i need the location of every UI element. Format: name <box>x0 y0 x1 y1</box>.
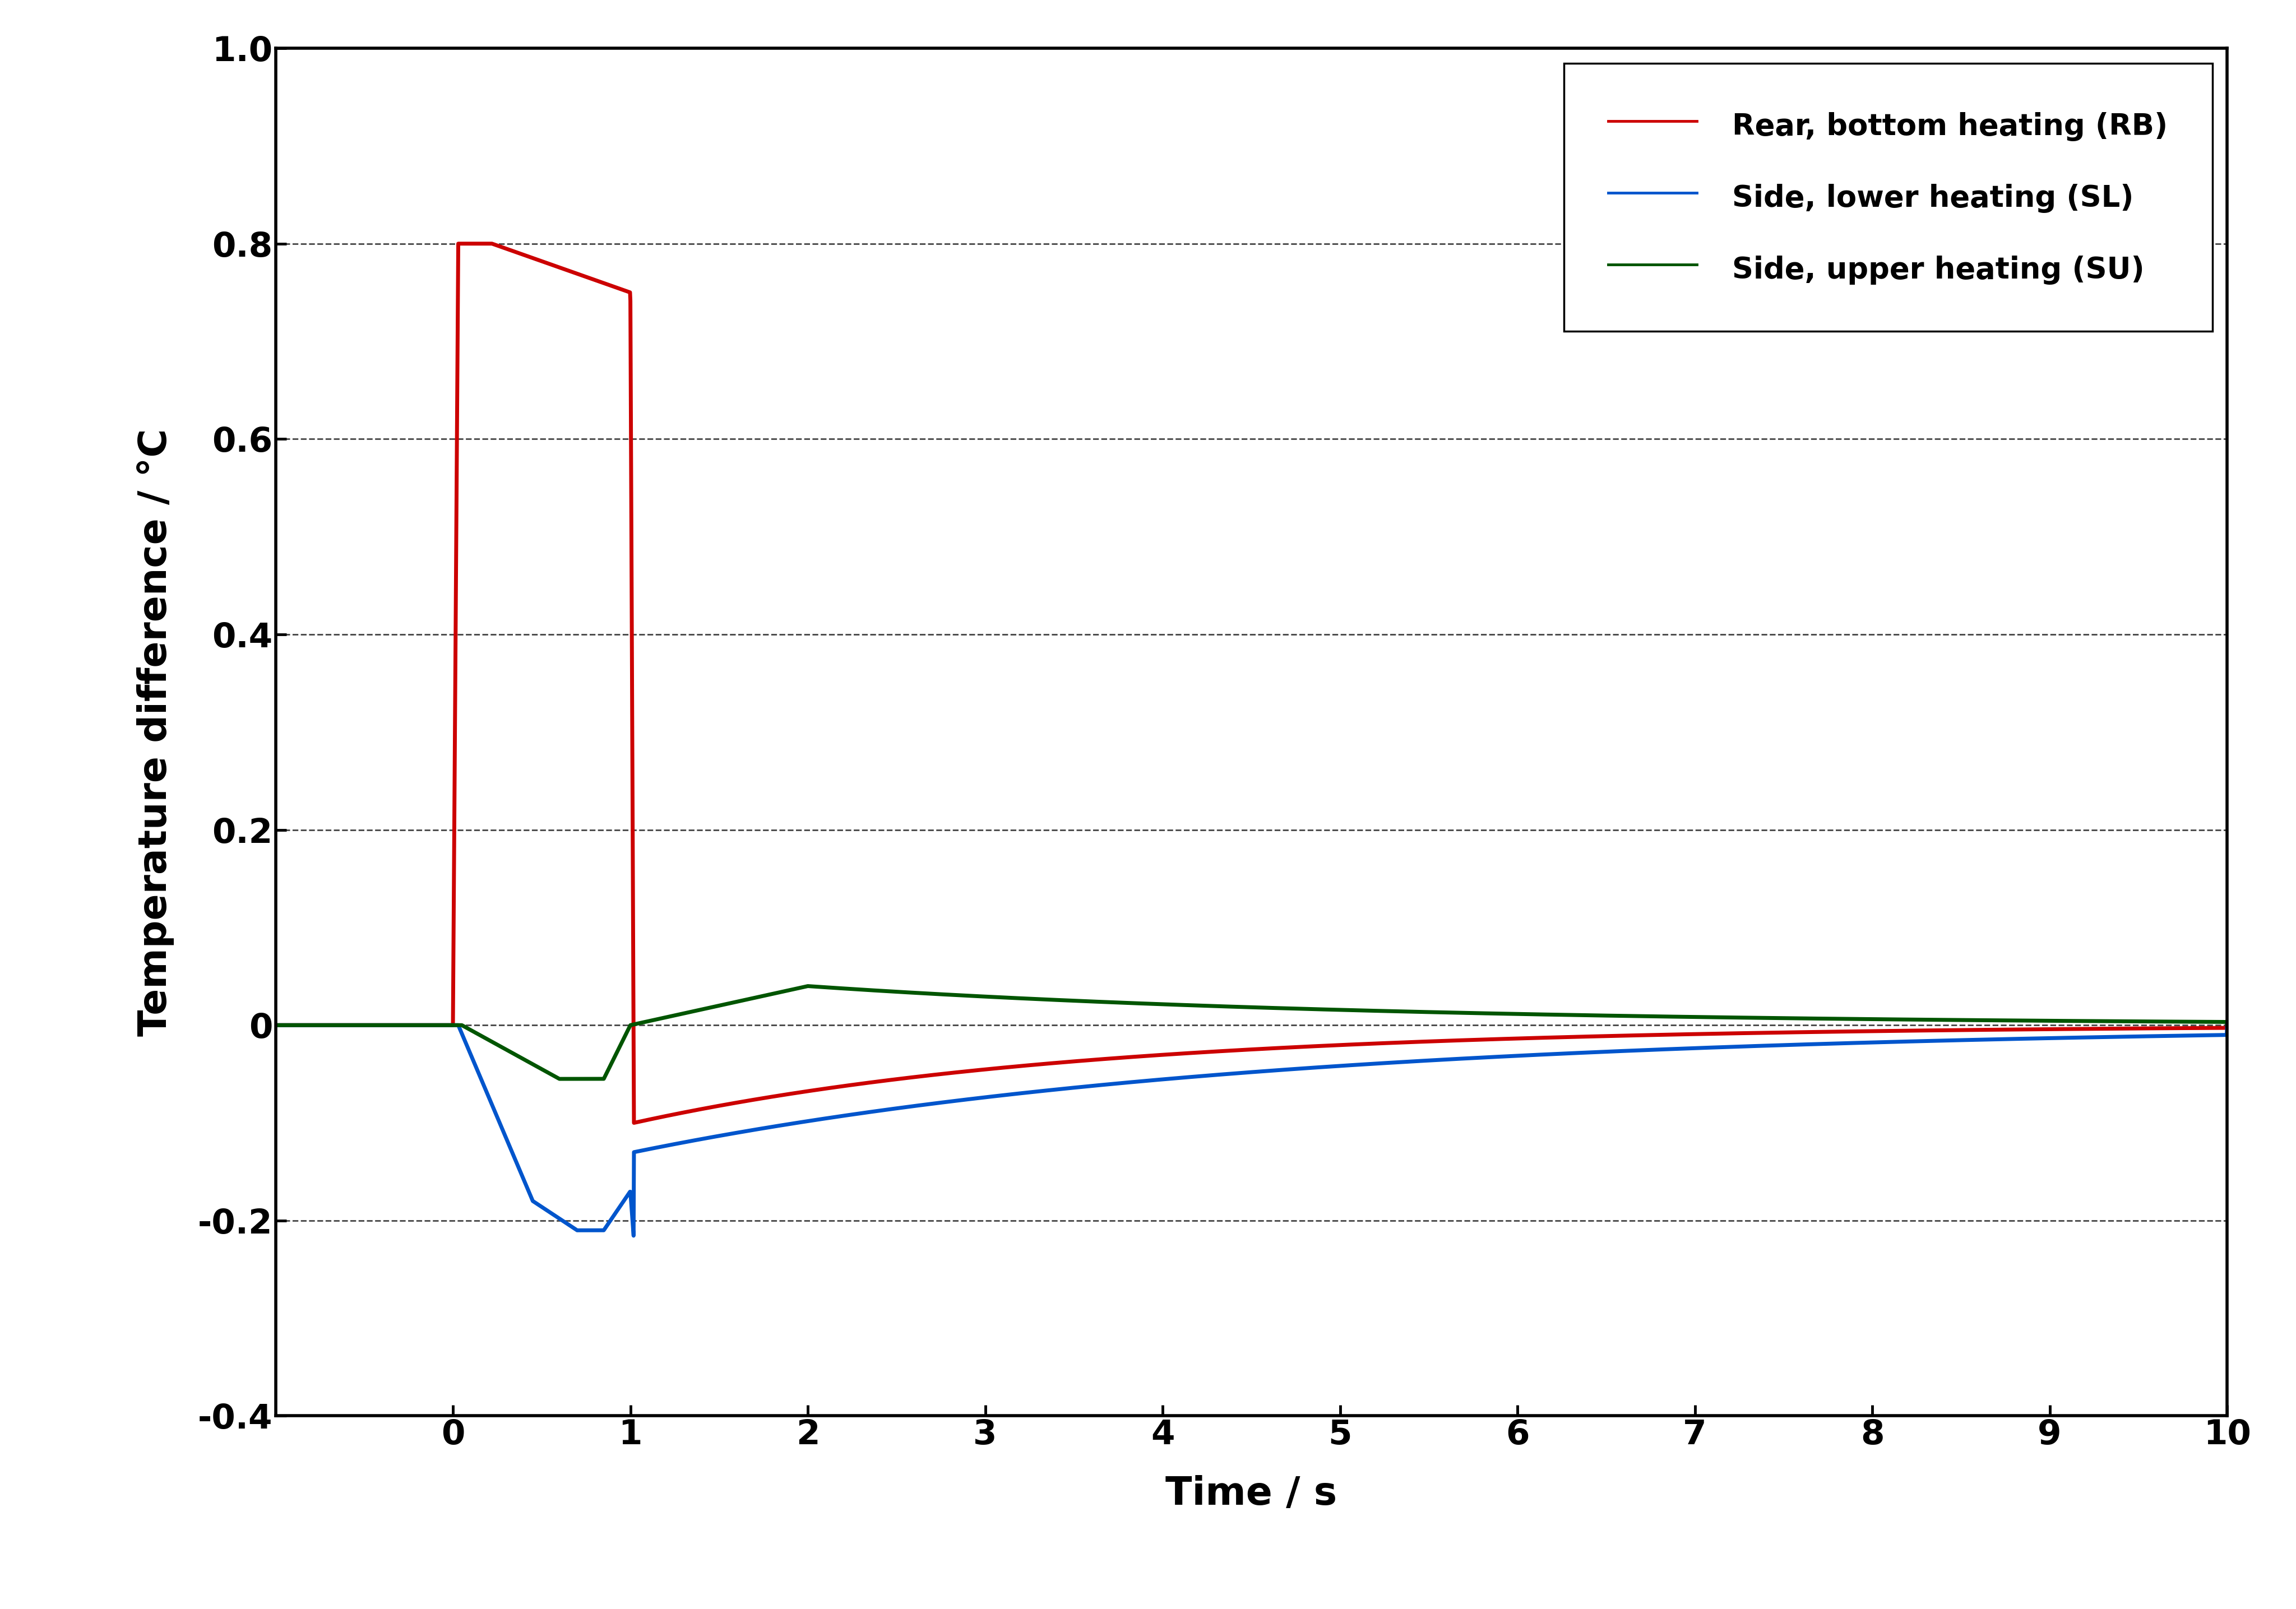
Side, upper heating (SU) <box>794 977 822 996</box>
Rear, bottom heating (RB) <box>2213 1015 2241 1035</box>
Side, upper heating (SU) <box>1063 991 1091 1010</box>
Y-axis label: Temperature difference / °C: Temperature difference / °C <box>138 428 174 1036</box>
Side, lower heating (SL) <box>1247 1062 1274 1081</box>
Side, upper heating (SU) <box>2213 1015 2241 1035</box>
Rear, bottom heating (RB) <box>1894 1022 1922 1041</box>
Rear, bottom heating (RB) <box>1247 1039 1274 1059</box>
Side, lower heating (SL) <box>262 1015 289 1035</box>
Side, upper heating (SU) <box>1704 1007 1731 1027</box>
Side, lower heating (SL) <box>1063 1078 1091 1097</box>
Rear, bottom heating (RB) <box>1178 1043 1205 1062</box>
Side, upper heating (SU) <box>262 1015 289 1035</box>
X-axis label: Time / s: Time / s <box>1166 1475 1336 1512</box>
Rear, bottom heating (RB) <box>1063 1052 1091 1072</box>
Rear, bottom heating (RB) <box>1958 1020 1986 1039</box>
Side, upper heating (SU) <box>546 1070 574 1089</box>
Side, lower heating (SL) <box>620 1226 647 1245</box>
Rear, bottom heating (RB) <box>620 1113 647 1133</box>
Side, lower heating (SL) <box>1178 1067 1205 1086</box>
Side, lower heating (SL) <box>2213 1015 2241 1035</box>
Line: Rear, bottom heating (RB): Rear, bottom heating (RB) <box>276 243 2227 1123</box>
Side, lower heating (SL) <box>1704 1038 1731 1057</box>
Side, lower heating (SL) <box>1958 1030 1986 1049</box>
Line: Side, upper heating (SU): Side, upper heating (SU) <box>276 986 2227 1080</box>
Rear, bottom heating (RB) <box>262 1015 289 1035</box>
Side, upper heating (SU) <box>1178 996 1205 1015</box>
Rear, bottom heating (RB) <box>1704 1023 1731 1043</box>
Side, upper heating (SU) <box>1958 1010 1986 1030</box>
Side, lower heating (SL) <box>1894 1031 1922 1051</box>
Side, upper heating (SU) <box>1247 998 1274 1017</box>
Rear, bottom heating (RB) <box>445 233 473 253</box>
Side, upper heating (SU) <box>1894 1010 1922 1030</box>
Line: Side, lower heating (SL): Side, lower heating (SL) <box>276 1025 2227 1236</box>
Legend: Rear, bottom heating (RB), Side, lower heating (SL), Side, upper heating (SU): Rear, bottom heating (RB), Side, lower h… <box>1564 63 2213 331</box>
